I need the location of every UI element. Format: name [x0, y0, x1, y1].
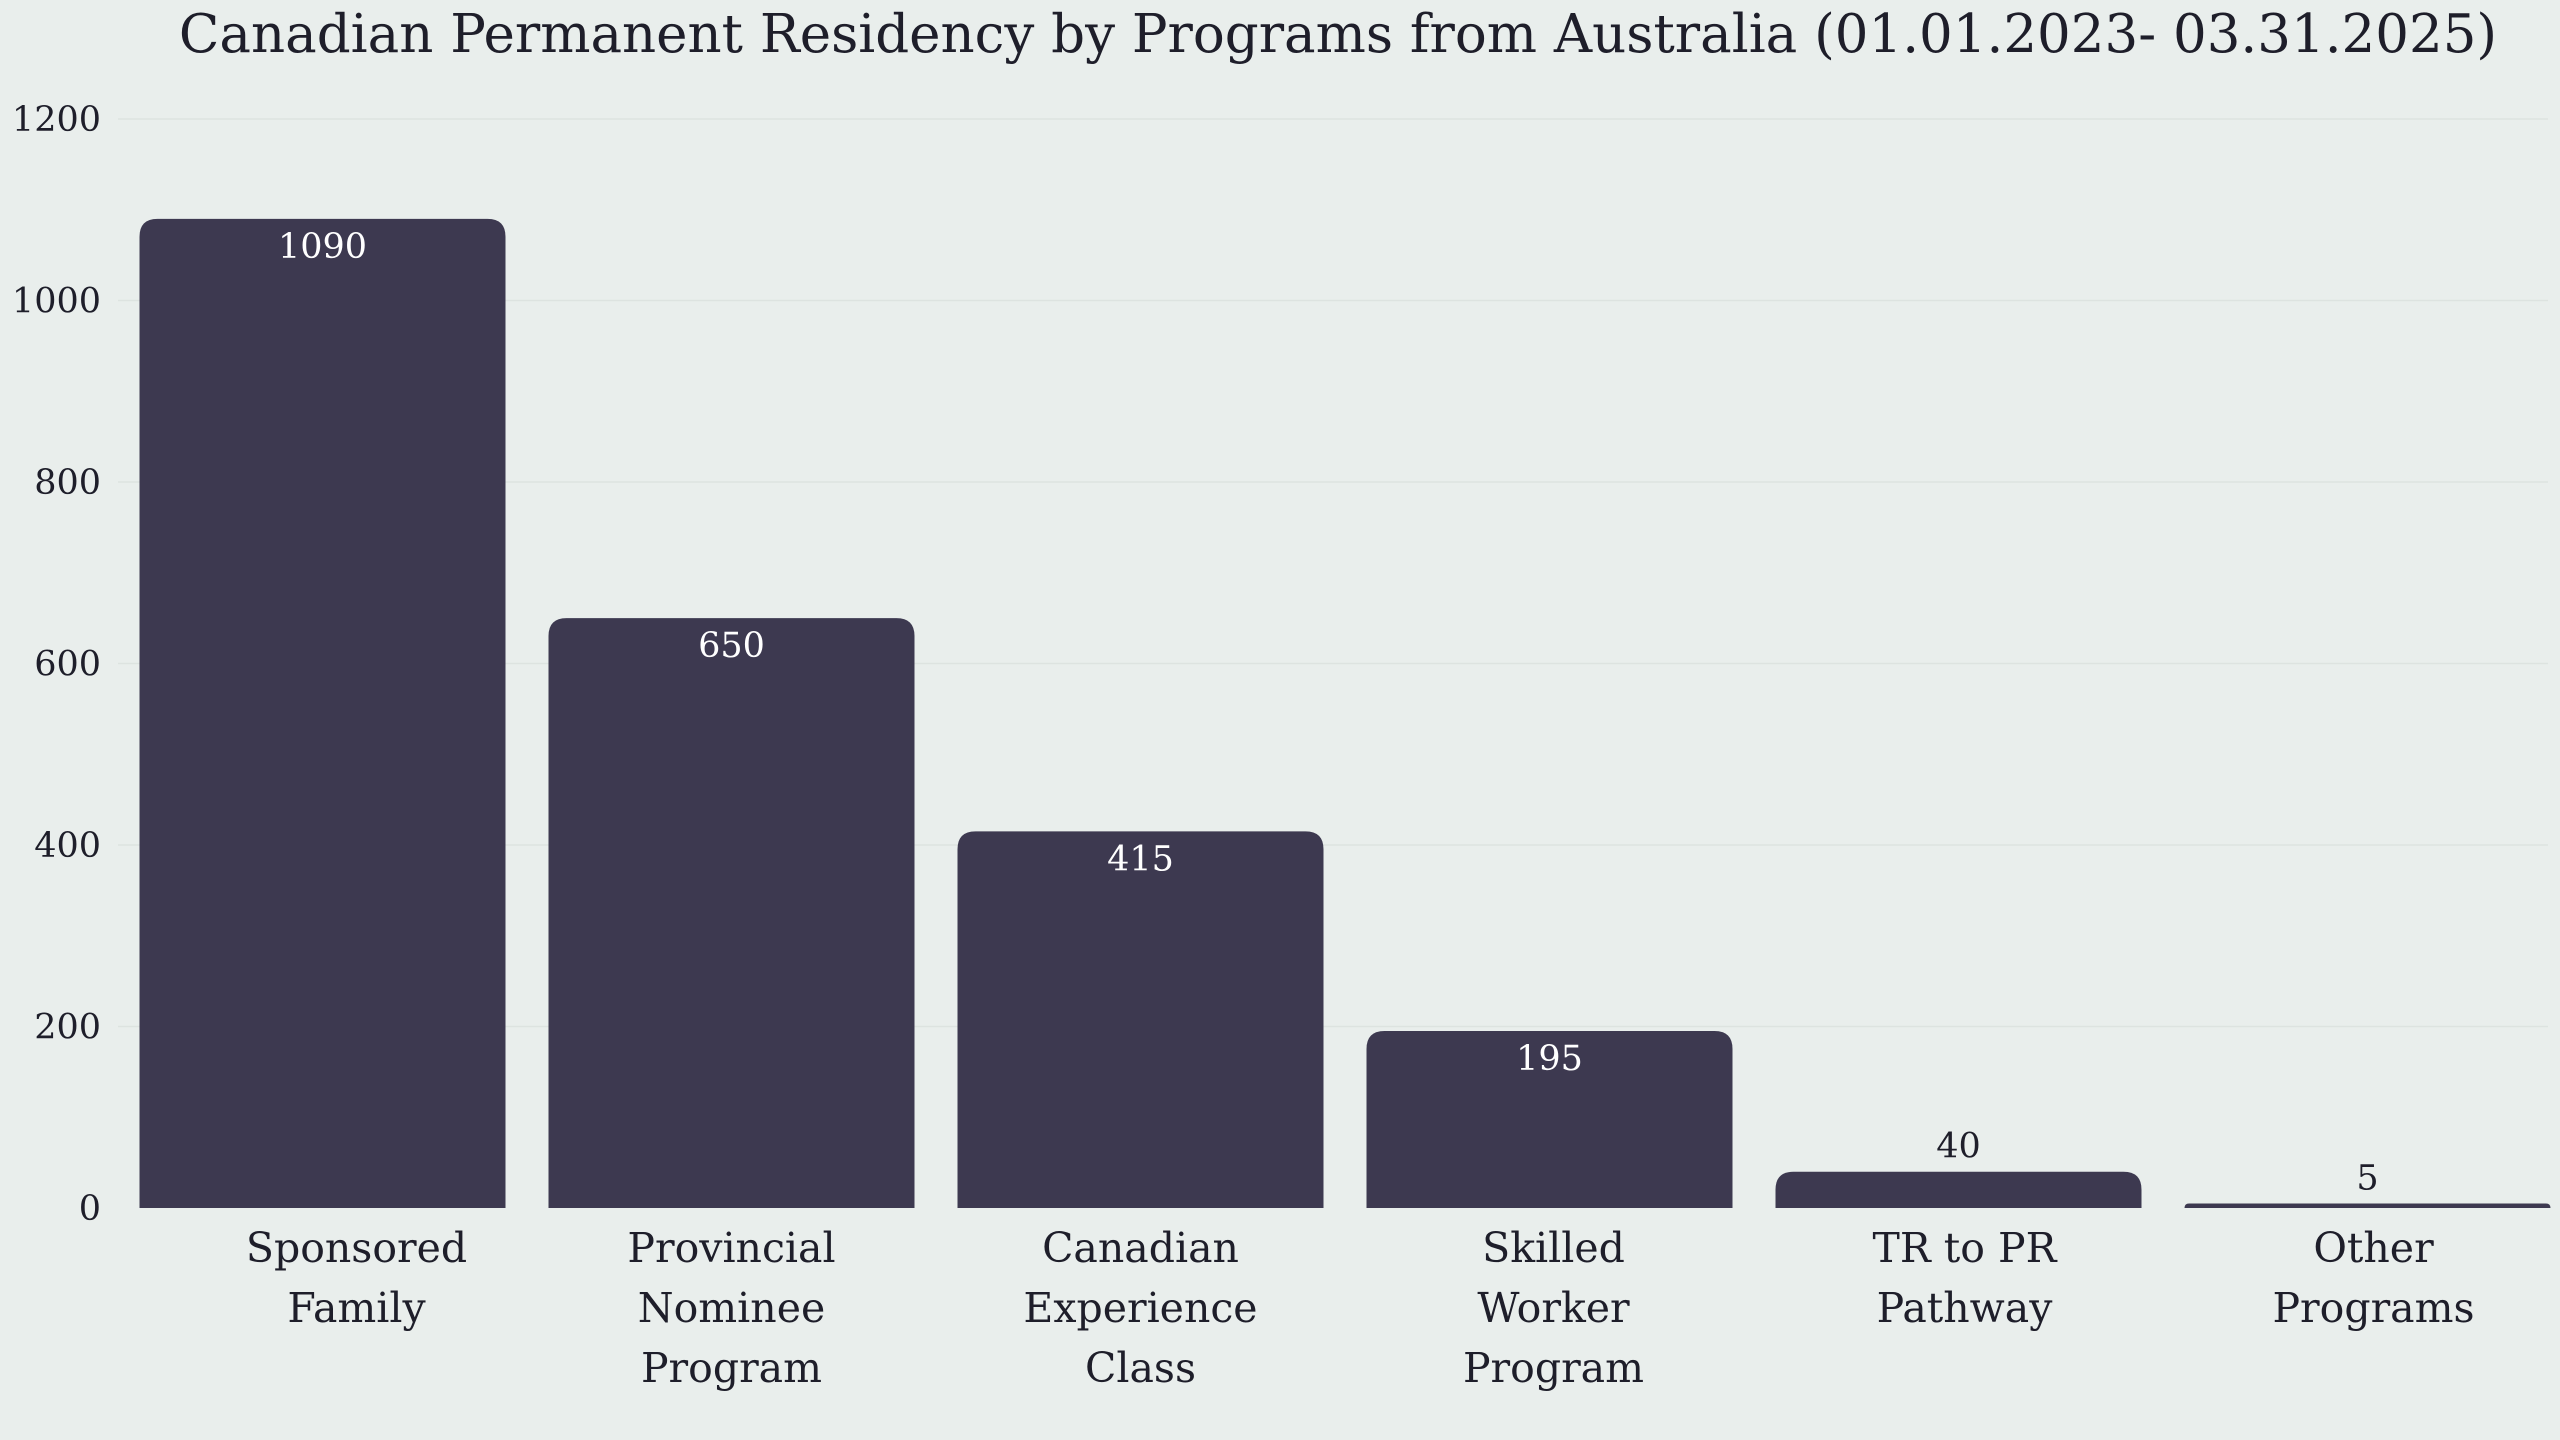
data-label: 415	[1107, 839, 1174, 879]
chart-title: Canadian Permanent Residency by Programs…	[179, 4, 2497, 65]
y-tick-label: 400	[34, 826, 101, 866]
y-tick-label: 600	[34, 645, 101, 685]
data-label: 650	[698, 626, 765, 666]
y-tick-label: 0	[79, 1189, 101, 1229]
x-tick-label-line: Worker	[1477, 1284, 1630, 1332]
x-tick-label: Other Programs	[2272, 1224, 2474, 1332]
bar	[1775, 1171, 2142, 1208]
data-labels: 1090 650 415 195 40 5	[278, 227, 2379, 1199]
data-label: 1090	[278, 227, 367, 267]
y-tick-label: 200	[34, 1008, 101, 1048]
x-tick-label: Provincial Nominee Program	[627, 1224, 835, 1392]
bar	[2184, 1203, 2551, 1208]
x-tick-label-line: Family	[287, 1284, 426, 1332]
bar	[139, 218, 506, 1208]
x-axis-categories: Sponsored Family Provincial Nominee Program C…	[246, 1224, 2475, 1392]
x-tick-label-line: TR to PR	[1873, 1224, 2058, 1272]
y-axis-ticks: 0 200 400 600 800 1000 1200	[12, 100, 101, 1229]
bar	[548, 618, 915, 1208]
x-tick-label-line: Nominee	[638, 1284, 825, 1332]
bars	[139, 218, 2551, 1208]
y-tick-label: 1200	[12, 100, 101, 140]
y-tick-label: 800	[34, 463, 101, 503]
x-tick-label-line: Programs	[2272, 1284, 2474, 1332]
x-tick-label-line: Pathway	[1877, 1284, 2054, 1332]
x-tick-label-line: Sponsored	[246, 1224, 467, 1272]
x-tick-label-line: Other	[2313, 1224, 2434, 1272]
x-tick-label-line: Canadian	[1042, 1224, 1239, 1272]
x-tick-label: Canadian Experience Class	[1023, 1224, 1257, 1392]
bar	[1366, 1031, 1733, 1208]
data-label: 40	[1936, 1127, 1981, 1167]
x-tick-label-line: Provincial	[627, 1224, 835, 1272]
x-tick-label: TR to PR Pathway	[1873, 1224, 2058, 1332]
bar	[957, 831, 1324, 1208]
x-tick-label-line: Class	[1085, 1344, 1196, 1392]
data-label: 5	[2356, 1158, 2378, 1198]
x-tick-label-line: Program	[641, 1344, 822, 1392]
x-tick-label-line: Skilled	[1482, 1224, 1625, 1272]
x-tick-label: Sponsored Family	[246, 1224, 467, 1332]
x-tick-label-line: Program	[1463, 1344, 1644, 1392]
data-label: 195	[1516, 1039, 1583, 1079]
x-tick-label: Skilled Worker Program	[1463, 1224, 1644, 1392]
y-tick-label: 1000	[12, 282, 101, 322]
gridlines	[118, 118, 2548, 1028]
x-tick-label-line: Experience	[1023, 1284, 1257, 1332]
